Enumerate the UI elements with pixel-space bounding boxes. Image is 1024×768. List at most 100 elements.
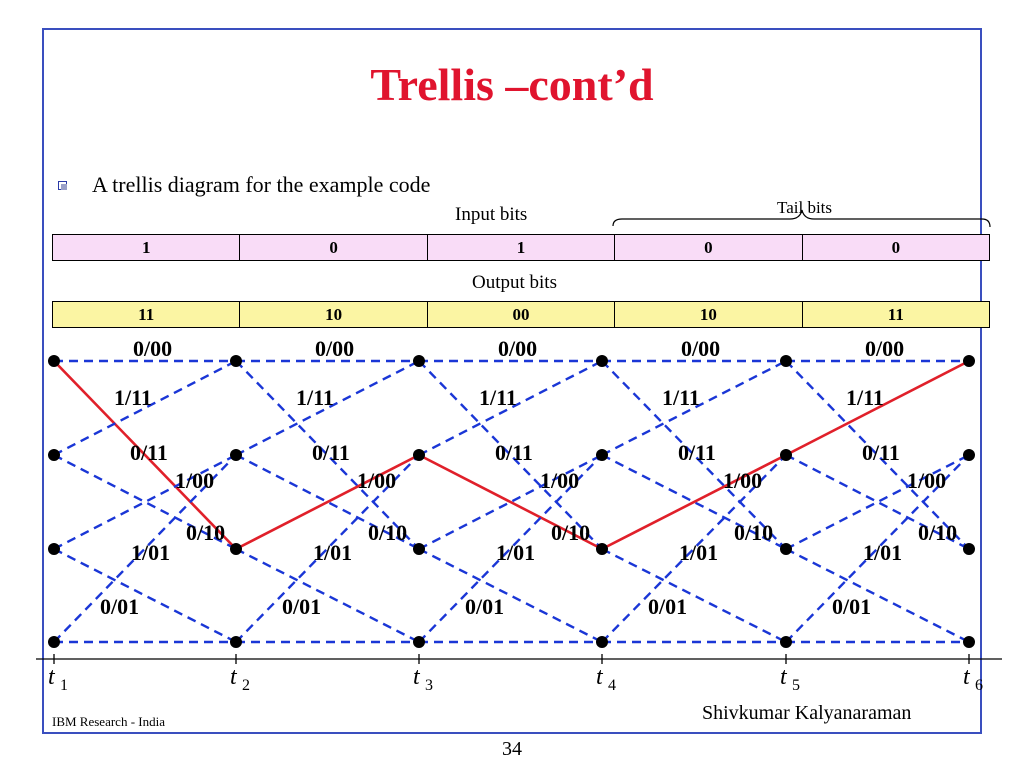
trellis-branch (235, 359, 420, 457)
trellis-branch (53, 453, 237, 551)
output-bits-row: 11 10 00 10 11 (52, 301, 990, 328)
branch-label: 0/11 (678, 440, 716, 465)
branch-label: 1/01 (496, 540, 535, 565)
time-label: t (963, 664, 971, 690)
time-label: t (596, 664, 604, 690)
time-label: t (780, 664, 788, 690)
output-bits-cell: 11 (53, 302, 241, 327)
state-node (413, 543, 425, 555)
state-node (230, 449, 242, 461)
input-bits-row: 1 0 1 0 0 (52, 234, 990, 261)
branch-label: 0/10 (368, 520, 407, 545)
branch-label: 0/11 (130, 440, 168, 465)
time-label-subscript: 3 (425, 677, 433, 694)
survivor-path-branch (53, 360, 237, 550)
survivor-path-branch (418, 453, 603, 551)
output-bits-cell: 10 (240, 302, 428, 327)
branch-label: 1/00 (907, 468, 946, 493)
state-node (963, 636, 975, 648)
state-node (780, 355, 792, 367)
output-bits-label: Output bits (472, 272, 557, 293)
state-node (780, 543, 792, 555)
branch-label: 0/00 (315, 336, 354, 361)
input-bit-cell: 0 (891, 238, 901, 257)
state-node (780, 449, 792, 461)
time-label-subscript: 2 (242, 677, 250, 694)
state-node (596, 449, 608, 461)
branch-label: 0/01 (832, 594, 871, 619)
branch-label: 0/01 (465, 594, 504, 619)
time-label: t (48, 664, 56, 690)
footer-organization: IBM Research - India (52, 714, 165, 729)
branch-label: 1/01 (313, 540, 352, 565)
page-number: 34 (502, 738, 522, 760)
tail-bits-label: Tail bits (777, 198, 833, 217)
branch-label: 0/01 (282, 594, 321, 619)
state-node (230, 543, 242, 555)
branch-label: 1/11 (114, 385, 152, 410)
output-bits-cell: 11 (887, 305, 904, 324)
state-node (413, 449, 425, 461)
trellis-branch (418, 547, 603, 644)
trellis-branch (235, 453, 420, 551)
branch-label: 0/00 (133, 336, 172, 361)
trellis-branch (235, 454, 420, 643)
state-node (963, 543, 975, 555)
time-label-subscript: 1 (60, 677, 68, 694)
trellis-branch (785, 360, 970, 550)
branch-label: 0/11 (495, 440, 533, 465)
state-node (413, 355, 425, 367)
survivor-path-branch (235, 453, 420, 551)
branch-label: 0/10 (186, 520, 225, 545)
trellis-branch (53, 359, 237, 457)
branch-label: 1/00 (357, 468, 396, 493)
bullet-text: A trellis diagram for the example code (92, 172, 431, 197)
input-bit-cell: 0 (615, 235, 803, 260)
branch-label: 1/00 (175, 468, 214, 493)
slide-frame (42, 28, 982, 734)
branch-label: 0/00 (681, 336, 720, 361)
trellis-branch (418, 454, 603, 643)
time-label: t (230, 664, 238, 690)
state-node (230, 355, 242, 367)
state-node (230, 636, 242, 648)
trellis-branch (601, 547, 787, 644)
trellis-branch (785, 453, 970, 551)
slide-title: Trellis –cont’d (370, 59, 654, 110)
footer-author: Shivkumar Kalyanaraman (702, 702, 912, 724)
time-label-subscript: 6 (975, 677, 983, 694)
bullet-square-icon (58, 181, 67, 190)
trellis-branch (785, 454, 970, 643)
trellis-branch (53, 547, 237, 644)
input-bit-cell: 1 (428, 235, 616, 260)
state-node (48, 449, 60, 461)
branch-label: 1/11 (296, 385, 334, 410)
input-bits-label: Input bits (455, 204, 528, 225)
state-node (963, 449, 975, 461)
time-label: t (413, 664, 421, 690)
state-node (48, 543, 60, 555)
branch-label: 0/00 (865, 336, 904, 361)
trellis-branch (418, 359, 603, 457)
trellis-branch (601, 359, 787, 457)
branch-label: 0/01 (100, 594, 139, 619)
branch-label: 1/01 (679, 540, 718, 565)
trellis-branch (785, 453, 970, 551)
branch-label: 1/11 (662, 385, 700, 410)
trellis-branch (601, 453, 787, 551)
state-node (596, 543, 608, 555)
trellis-branch (601, 454, 787, 643)
branch-label: 0/11 (862, 440, 900, 465)
state-node (413, 636, 425, 648)
time-label-subscript: 5 (792, 677, 800, 694)
trellis-branch (235, 360, 420, 550)
trellis-branch (785, 547, 970, 644)
trellis-branch (418, 453, 603, 551)
trellis-branch (53, 453, 237, 551)
state-node (780, 636, 792, 648)
output-bits-cell: 00 (428, 302, 616, 327)
input-bit-cell: 1 (53, 235, 241, 260)
trellis-branch (235, 547, 420, 644)
state-node (596, 636, 608, 648)
